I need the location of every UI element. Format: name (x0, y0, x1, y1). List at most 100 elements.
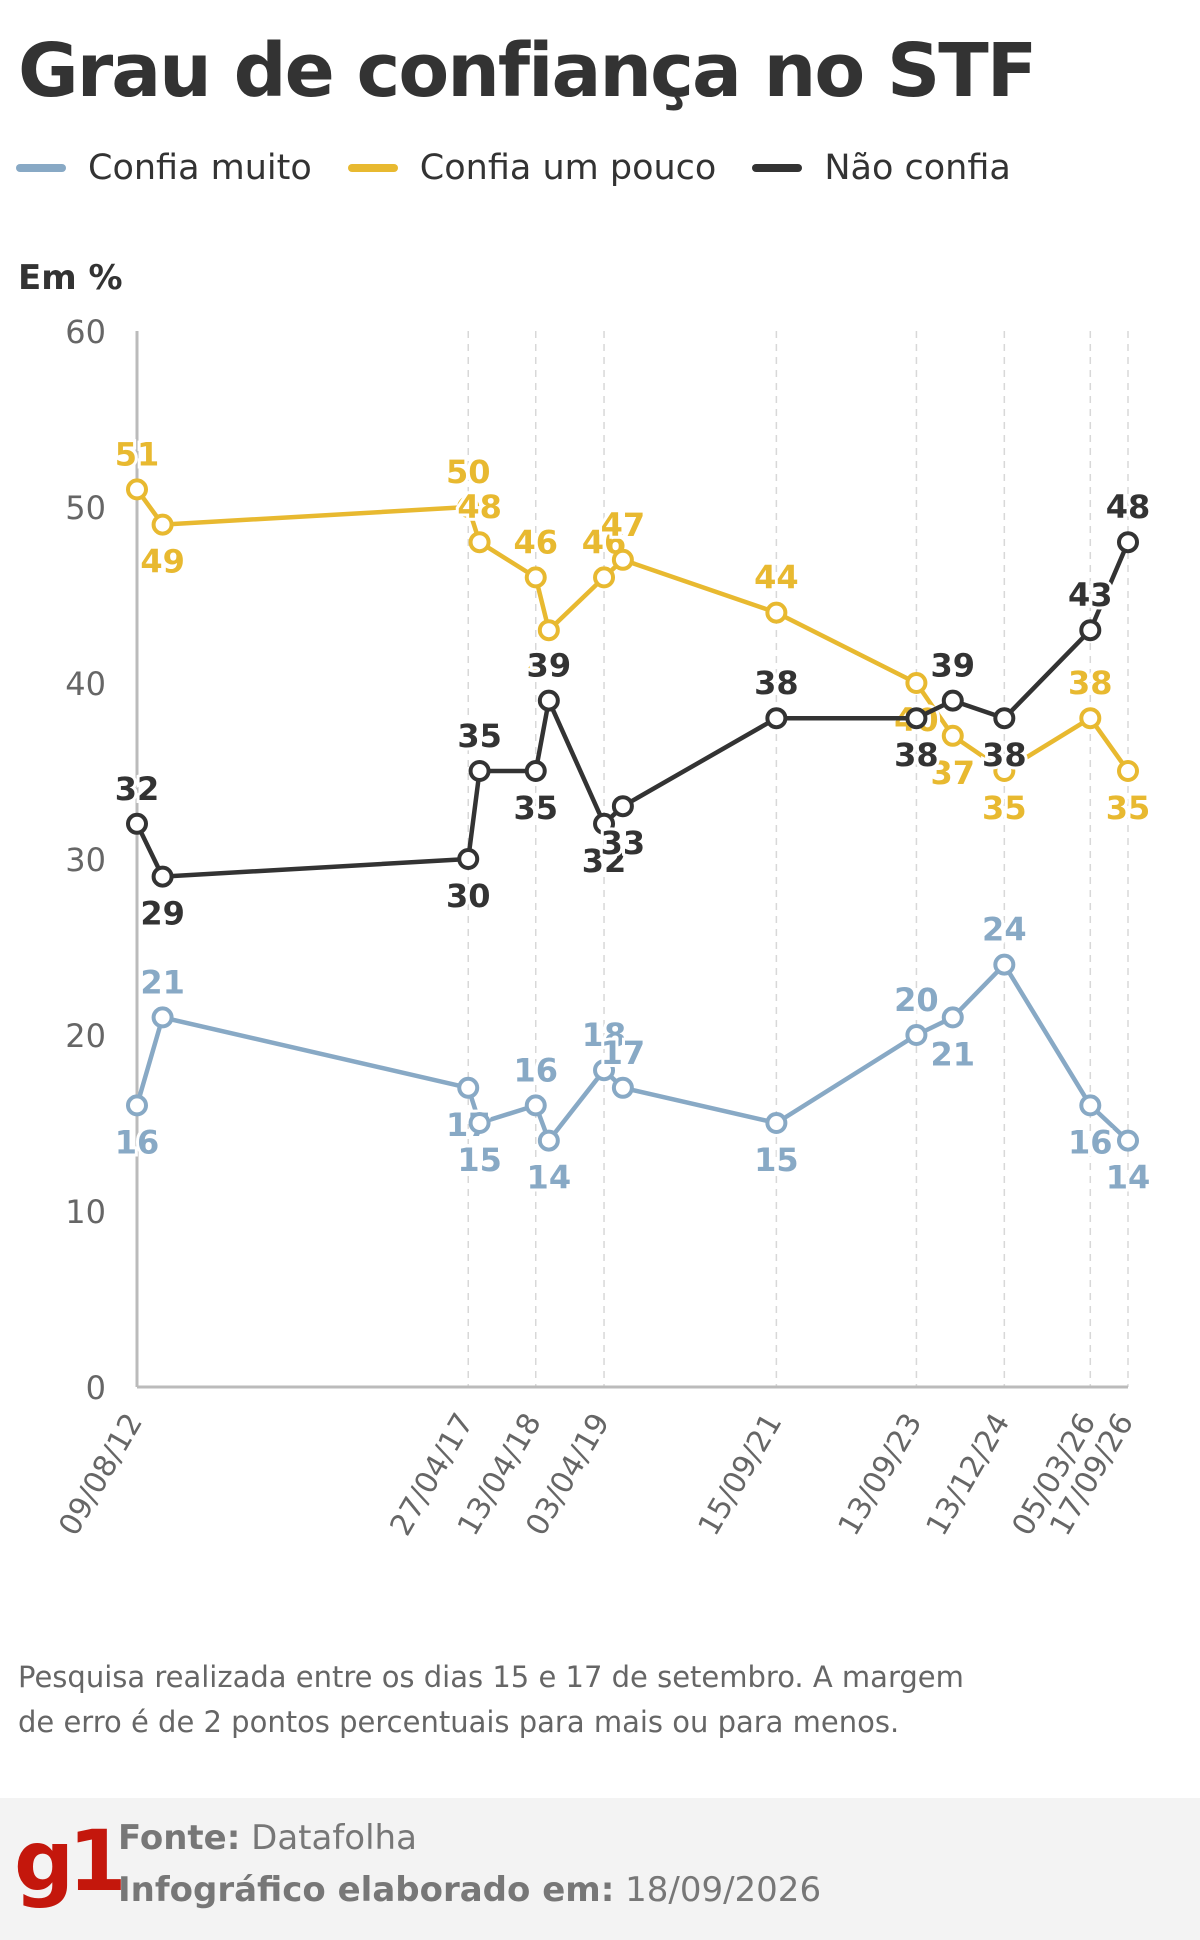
legend-item-confia-muito: Confia muito (16, 148, 312, 188)
data-label-confia-muito: 16 (513, 1051, 558, 1089)
data-point-n-o-confia (151, 865, 174, 888)
data-point-n-o-confia (905, 707, 928, 730)
data-label-n-o-confia: 38 (894, 736, 939, 774)
data-label-n-o-confia: 32 (582, 842, 627, 880)
data-point-confia-um-pouco (765, 601, 788, 624)
data-label-confia-um-pouco: 38 (1068, 664, 1113, 702)
data-label-confia-muito: 17 (601, 1034, 646, 1072)
data-point-confia-um-pouco (941, 724, 964, 747)
source-label: Fonte: (118, 1818, 241, 1858)
data-label-confia-um-pouco: 48 (457, 488, 502, 526)
footnote: Pesquisa realizada entre os dias 15 e 17… (18, 1660, 964, 1739)
source-value: Datafolha (251, 1818, 417, 1858)
data-point-confia-um-pouco (1117, 760, 1139, 782)
y-tick-label: 40 (65, 665, 106, 703)
data-label-confia-um-pouco: 43 (527, 648, 572, 686)
data-point-n-o-confia (993, 707, 1016, 730)
data-label-n-o-confia: 33 (601, 824, 646, 862)
data-point-confia-muito (537, 1129, 560, 1152)
y-tick-label: 60 (65, 313, 106, 351)
data-point-confia-muito (151, 1006, 174, 1029)
data-label-confia-muito: 16 (1068, 1123, 1113, 1161)
x-tick-label: 15/09/21 (692, 1408, 790, 1542)
data-label-confia-muito: 15 (457, 1141, 502, 1179)
x-tick-label: 09/08/12 (52, 1408, 150, 1542)
data-label-confia-muito: 24 (982, 911, 1027, 949)
data-label-confia-muito: 15 (754, 1141, 799, 1179)
data-label-confia-um-pouco: 46 (513, 523, 558, 561)
data-point-n-o-confia (457, 848, 480, 870)
data-label-confia-um-pouco: 35 (982, 789, 1027, 827)
data-point-confia-um-pouco (151, 513, 174, 536)
data-label-confia-muito: 16 (115, 1123, 160, 1161)
made-label: Infográfico elaborado em: (118, 1870, 615, 1910)
data-point-n-o-confia (1079, 619, 1102, 642)
data-label-confia-muito: 20 (894, 981, 939, 1019)
y-tick-label: 20 (65, 1017, 106, 1055)
data-point-confia-muito (1117, 1129, 1139, 1152)
data-point-confia-um-pouco (1079, 707, 1102, 730)
data-label-confia-muito: 14 (527, 1159, 572, 1197)
data-label-n-o-confia: 38 (982, 736, 1027, 774)
source-line: Fonte: Datafolha (118, 1818, 417, 1858)
data-label-n-o-confia: 32 (115, 770, 160, 808)
data-point-confia-um-pouco (457, 496, 480, 518)
g1-logo: g1 (14, 1812, 127, 1910)
data-label-confia-um-pouco: 49 (140, 543, 185, 581)
data-point-confia-muito (993, 953, 1016, 976)
data-label-confia-um-pouco: 37 (931, 754, 976, 792)
data-label-confia-muito: 14 (1106, 1159, 1151, 1197)
y-tick-label: 50 (65, 489, 106, 527)
data-label-confia-um-pouco: 46 (582, 523, 627, 561)
data-label-n-o-confia: 30 (446, 877, 491, 915)
data-label-confia-um-pouco: 47 (601, 506, 646, 544)
footer: g1 Fonte: Datafolha Infográfico elaborad… (0, 1798, 1200, 1940)
legend-item-nao-confia: Não confia (752, 148, 1011, 188)
legend-swatch-confia-um-pouco (347, 164, 398, 172)
legend-item-confia-um-pouco: Confia um pouco (347, 148, 716, 188)
data-point-n-o-confia (537, 689, 560, 712)
data-point-n-o-confia (765, 707, 788, 730)
data-point-confia-um-pouco (468, 531, 491, 554)
y-tick-label: 0 (86, 1369, 106, 1407)
legend-label-nao-confia: Não confia (824, 148, 1011, 188)
chart-title: Grau de confiança no STF (18, 28, 1037, 114)
data-point-n-o-confia (941, 689, 964, 712)
data-point-n-o-confia (593, 812, 616, 835)
data-point-confia-um-pouco (611, 548, 634, 571)
data-label-confia-um-pouco: 50 (446, 453, 491, 491)
data-label-n-o-confia: 43 (1068, 576, 1113, 614)
data-point-confia-muito (468, 1112, 491, 1134)
data-point-confia-muito (593, 1059, 616, 1082)
x-tick-label: 13/12/24 (920, 1408, 1018, 1542)
data-point-confia-um-pouco (593, 566, 616, 589)
y-tick-label: 10 (65, 1193, 106, 1231)
data-point-confia-muito (1079, 1094, 1102, 1117)
made-date-line: Infográfico elaborado em: 18/09/2026 (118, 1870, 821, 1910)
data-point-confia-muito (457, 1076, 480, 1099)
data-point-confia-muito (611, 1076, 634, 1099)
data-label-confia-um-pouco: 51 (115, 435, 160, 473)
data-label-confia-muito: 21 (931, 1035, 976, 1073)
legend: Confia muito Confia um pouco Não confia (16, 148, 1047, 188)
data-label-n-o-confia: 39 (931, 647, 976, 685)
data-label-n-o-confia: 35 (457, 717, 502, 755)
data-point-confia-muito (524, 1094, 547, 1117)
data-label-n-o-confia: 48 (1106, 488, 1151, 526)
data-point-confia-um-pouco (524, 566, 547, 589)
data-point-confia-um-pouco (126, 478, 148, 501)
data-label-confia-muito: 21 (140, 963, 185, 1001)
data-label-confia-muito: 18 (582, 1016, 627, 1054)
data-label-confia-um-pouco: 44 (754, 559, 799, 597)
x-tick-label: 13/09/23 (832, 1408, 930, 1542)
data-point-confia-muito (941, 1006, 964, 1029)
data-label-n-o-confia: 29 (140, 895, 185, 933)
data-label-confia-um-pouco: 35 (1106, 789, 1151, 827)
legend-swatch-nao-confia (752, 164, 803, 172)
data-point-n-o-confia (611, 795, 634, 818)
y-tick-label: 30 (65, 841, 106, 879)
data-point-n-o-confia (1117, 531, 1139, 554)
made-value: 18/09/2026 (625, 1870, 822, 1910)
data-label-n-o-confia: 38 (754, 664, 799, 702)
data-point-confia-um-pouco (537, 619, 560, 642)
